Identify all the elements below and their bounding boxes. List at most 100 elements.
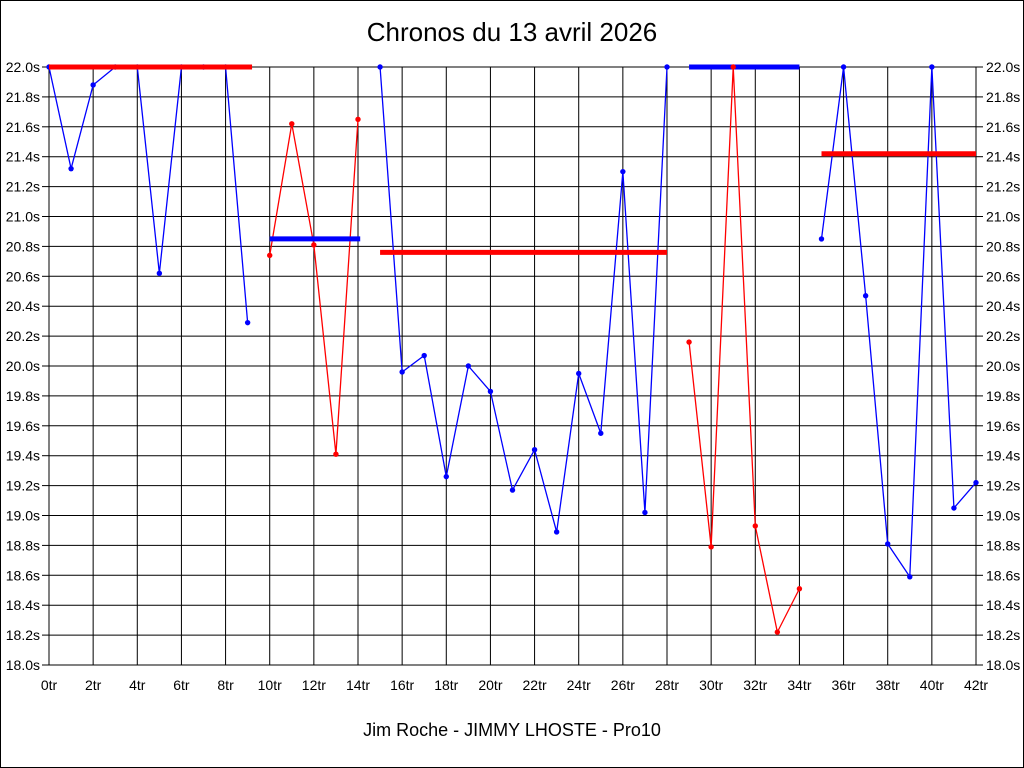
x-tick-label: 10tr [258,677,282,693]
y-tick-label-right: 19.2s [986,478,1020,494]
data-point-stint-3 [377,64,383,70]
y-tick-label-left: 21.2s [6,179,40,195]
series-line-stint-1 [48,66,249,323]
x-tick-label: 36tr [832,677,856,693]
x-tick-label: 12tr [302,677,326,693]
y-tick-label-right: 20.4s [986,298,1020,314]
data-point-stint-3 [443,473,449,480]
data-point-stint-5 [973,479,979,486]
data-point-stint-2 [267,252,273,259]
y-tick-label-left: 19.2s [6,478,40,494]
x-tick-label: 42tr [964,677,988,693]
y-tick-label-left: 20.0s [6,358,40,374]
x-tick-label: 18tr [434,677,458,693]
data-point-stint-3 [465,363,472,369]
data-point-stint-2 [355,116,361,123]
y-tick-label-left: 18.2s [6,627,40,643]
data-point-stint-3 [620,168,626,175]
y-tick-label-right: 18.0s [986,657,1020,673]
data-point-stint-4 [796,586,803,592]
data-point-stint-1 [68,165,74,172]
y-tick-label-right: 19.6s [986,418,1020,434]
x-tick-label: 34tr [787,677,811,693]
y-tick-label-left: 20.4s [6,298,40,314]
y-tick-label-left: 18.4s [6,597,40,613]
data-point-stint-5 [885,541,891,547]
y-tick-label-left: 20.8s [6,238,40,254]
data-point-stint-1 [156,270,163,277]
data-point-stint-5 [929,64,935,70]
x-tick-label: 28tr [655,677,679,693]
y-tick-label-right: 22.0s [986,59,1020,75]
y-tick-label-left: 18.8s [6,537,40,553]
series-line-stint-5 [820,66,977,579]
y-tick-label-right: 19.4s [986,448,1020,464]
x-tick-label: 14tr [346,677,370,693]
y-tick-label-left: 19.0s [6,508,40,524]
x-tick-label: 8tr [217,677,234,693]
x-tick-label: 32tr [743,677,767,693]
y-tick-label-left: 20.6s [6,268,40,284]
y-tick-label-left: 22.0s [6,59,40,75]
y-tick-label-left: 21.6s [6,119,40,135]
chart-footer: Jim Roche - JIMMY LHOSTE - Pro10 [363,720,661,740]
data-point-stint-1 [244,319,251,326]
y-tick-label-left: 20.2s [6,328,40,344]
data-point-stint-4 [752,523,758,529]
chart-title: Chronos du 13 avril 2026 [366,17,658,47]
y-tick-label-right: 21.4s [986,149,1020,165]
y-tick-label-left: 18.0s [6,657,40,673]
data-point-stint-5 [818,236,825,242]
y-tick-label-right: 20.6s [986,268,1020,284]
data-point-stint-2 [289,121,295,127]
data-point-stint-3 [531,447,538,453]
x-tick-label: 16tr [390,677,414,693]
data-point-stint-2 [333,451,339,457]
data-point-stint-3 [399,369,405,375]
y-tick-label-left: 19.4s [6,448,40,464]
data-point-stint-1 [90,82,96,88]
series-line-stint-3 [379,66,668,533]
series-line-stint-4 [688,66,801,635]
x-tick-label: 40tr [920,677,944,693]
x-tick-label: 22tr [523,677,547,693]
x-tick-label: 4tr [129,677,146,693]
data-point-stint-3 [642,509,648,516]
y-tick-label-right: 20.2s [986,328,1020,344]
y-tick-label-right: 18.2s [986,627,1020,643]
y-tick-label-left: 21.4s [6,149,40,165]
data-point-stint-3 [421,352,427,359]
data-point-stint-3 [576,370,582,377]
y-tick-label-right: 19.8s [986,388,1020,404]
x-tick-label: 30tr [699,677,723,693]
data-point-stint-3 [487,388,494,395]
data-point-stint-4 [686,339,692,345]
y-tick-label-left: 18.6s [6,567,40,583]
data-point-stint-5 [840,64,847,70]
y-tick-label-right: 20.8s [986,238,1020,254]
data-point-stint-3 [509,487,516,493]
y-tick-label-right: 21.2s [986,179,1020,195]
data-point-stint-5 [951,505,957,511]
y-tick-label-right: 21.0s [986,209,1020,225]
y-tick-label-right: 19.0s [986,508,1020,524]
y-tick-label-right: 18.4s [986,597,1020,613]
x-tick-label: 20tr [478,677,502,693]
data-point-stint-3 [553,529,560,535]
data-point-stint-5 [862,293,869,299]
data-point-stint-4 [730,64,736,70]
x-tick-label: 6tr [173,677,190,693]
y-tick-label-right: 21.6s [986,119,1020,135]
y-tick-label-right: 18.8s [986,537,1020,553]
data-point-stint-5 [907,574,913,580]
x-tick-label: 24tr [567,677,591,693]
data-point-stint-4 [708,544,714,550]
y-tick-label-right: 21.8s [986,89,1020,105]
x-tick-label: 0tr [41,677,58,693]
y-tick-label-left: 19.8s [6,388,40,404]
data-point-stint-3 [598,430,604,436]
x-tick-label: 26tr [611,677,635,693]
y-tick-label-right: 18.6s [986,567,1020,583]
